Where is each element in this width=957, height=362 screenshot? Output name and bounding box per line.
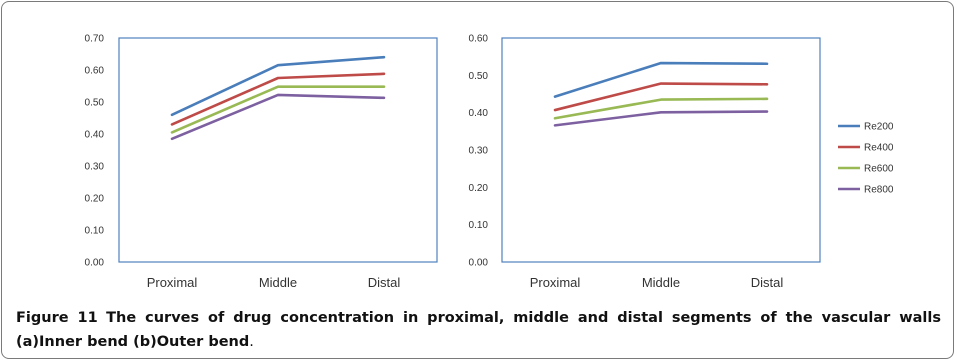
- legend-label-re200: Re200: [864, 122, 894, 133]
- figure-label: Figure 11: [16, 310, 98, 326]
- x-category-label: Distal: [368, 275, 401, 290]
- legend-label-re400: Re400: [864, 143, 894, 154]
- legend-label-re800: Re800: [864, 185, 894, 196]
- series-line-re200: [170, 55, 386, 117]
- y-tick-label: 0.10: [85, 226, 105, 237]
- y-tick-label: 0.60: [469, 34, 489, 45]
- plot-area-1: [118, 37, 438, 263]
- x-category-label: Distal: [751, 275, 784, 290]
- y-tick-label: 0.70: [85, 34, 105, 45]
- series-line-re400: [170, 72, 386, 126]
- y-tick-label: 0.10: [469, 220, 489, 231]
- y-tick-label: 0.00: [85, 258, 105, 269]
- figure-charts: 0.00 0.10 0.20 0.30 0.40 0.50 0.60 0.70 Proximal…: [85, 34, 894, 291]
- series-line-re800: [170, 93, 386, 141]
- series-line-re200: [553, 61, 769, 98]
- legend-label-re600: Re600: [864, 164, 894, 175]
- x-category-label: Proximal: [147, 275, 198, 290]
- x-category-label: Middle: [642, 275, 680, 290]
- series-line-re600: [553, 97, 769, 120]
- y-tick-label: 0.20: [469, 183, 489, 194]
- y-tick-label: 0.40: [469, 108, 489, 119]
- series-line-re600: [170, 85, 386, 134]
- plot-area-2: [501, 37, 821, 263]
- series-line-re800: [553, 110, 769, 127]
- y-tick-label: 0.40: [85, 130, 105, 141]
- y-tick-label: 0.60: [85, 66, 105, 77]
- figure-title: The curves of drug concentration in prox…: [16, 310, 941, 350]
- y-tick-label: 0.00: [469, 258, 489, 269]
- figure-title-end: .: [249, 334, 254, 350]
- y-tick-label: 0.50: [85, 98, 105, 109]
- y-tick-label: 0.20: [85, 194, 105, 205]
- series-line-re400: [553, 82, 769, 112]
- y-tick-label: 0.50: [469, 71, 489, 82]
- y-tick-label: 0.30: [469, 146, 489, 157]
- figure-caption: Figure 11 The curves of drug concentrati…: [16, 306, 941, 354]
- y-tick-label: 0.30: [85, 162, 105, 173]
- x-category-label: Middle: [259, 275, 297, 290]
- x-category-label: Proximal: [530, 275, 581, 290]
